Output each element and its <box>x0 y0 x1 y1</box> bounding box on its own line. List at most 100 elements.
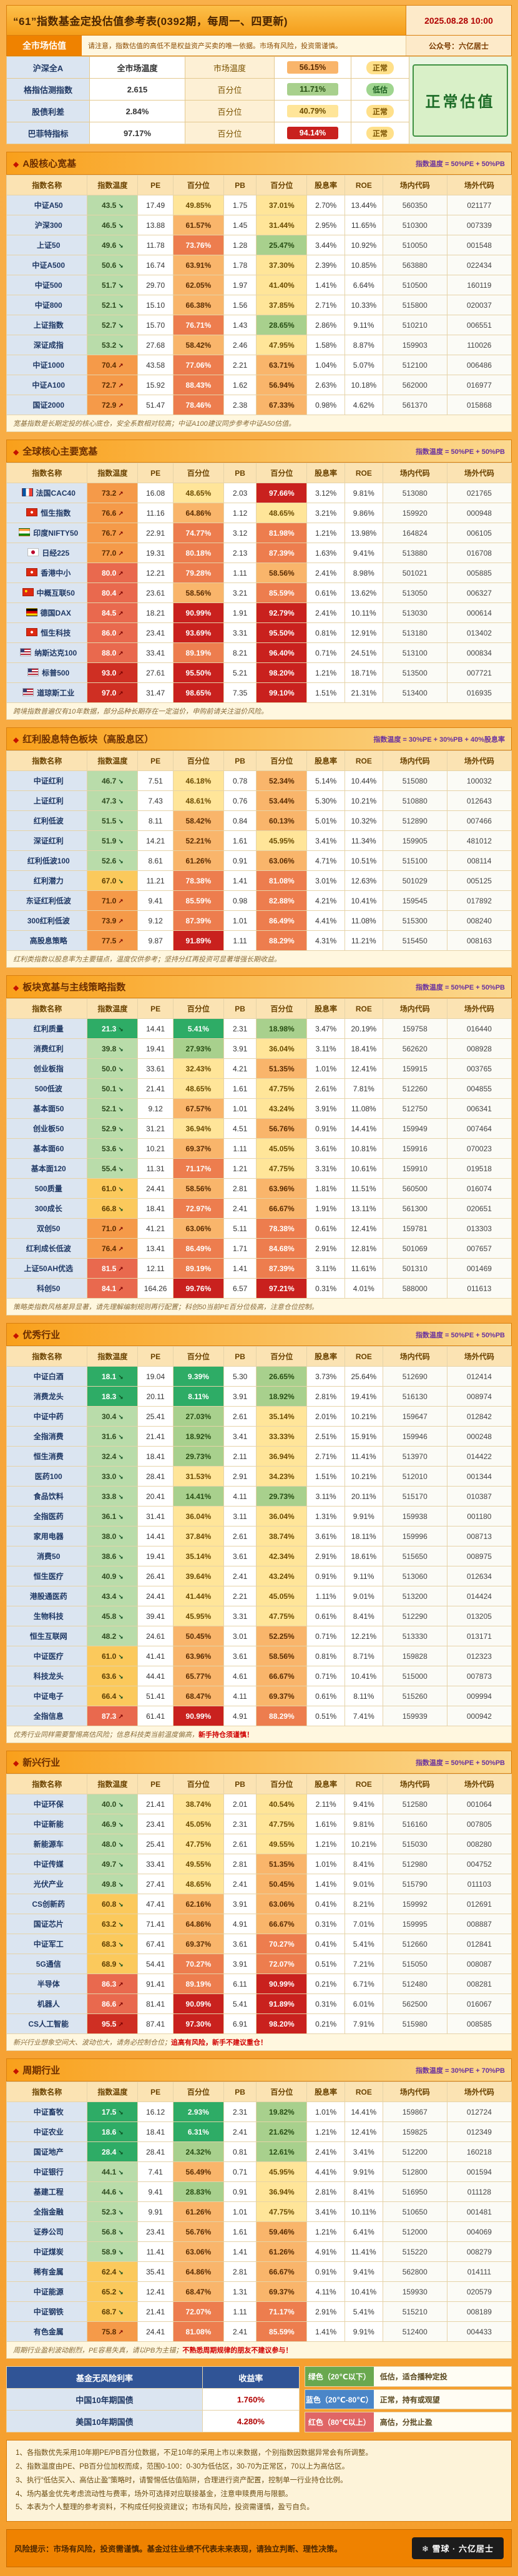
column-header: 场外代码 <box>446 2082 512 2102</box>
index-name: 半导体 <box>6 1974 88 1994</box>
trend-arrow-icon: ↘ <box>118 1613 124 1621</box>
index-name-label: 500低波 <box>34 1084 62 1093</box>
dividend-yield: 2.95% <box>306 215 345 235</box>
otc-code: 014111 <box>446 2261 512 2282</box>
trend-arrow-icon: ↘ <box>118 858 124 865</box>
roe-value: 7.21% <box>344 1954 383 1974</box>
dividend-yield: 2.71% <box>306 295 345 315</box>
temperature-value: 60.8 <box>102 1899 117 1909</box>
trend-arrow-icon: ↗ <box>118 1286 124 1293</box>
pe-value: 27.41 <box>137 1874 173 1894</box>
pe-value: 71.41 <box>137 1914 173 1934</box>
pe-value: 47.41 <box>137 1894 173 1914</box>
index-row: 国证芯片 63.2 ↘ 71.41 64.86% 4.91 66.67% 0.31% 7.01%… <box>6 1914 512 1934</box>
roe-value: 12.41% <box>344 1058 383 1079</box>
pe-percentile: 62.16% <box>172 1894 224 1914</box>
pb-value: 2.41 <box>223 1874 257 1894</box>
roe-value: 9.91% <box>344 1506 383 1526</box>
column-header: 股息率 <box>306 463 345 483</box>
otc-code: 016440 <box>446 1018 512 1039</box>
pb-value: 7.35 <box>223 682 257 703</box>
dividend-yield: 2.39% <box>306 255 345 275</box>
temperature-value: 33.8 <box>102 1492 117 1501</box>
trend-arrow-icon: ↘ <box>118 1673 124 1681</box>
index-name-label: 消费红利 <box>33 1045 64 1053</box>
dividend-yield: 0.31% <box>306 1914 345 1934</box>
index-row: 纳斯达克100 88.0 ↗ 33.41 89.19% 8.21 96.40% 0.71% 24… <box>6 642 512 663</box>
column-header: 股息率 <box>306 175 345 195</box>
exchange-code: 159758 <box>382 1018 447 1039</box>
temperature-value: 66.8 <box>102 1204 117 1213</box>
roe-value: 10.41% <box>344 2281 383 2302</box>
pb-percentile: 63.06% <box>256 1894 308 1914</box>
index-name-label: 科创50 <box>37 1284 61 1293</box>
pe-value: 13.88 <box>137 215 173 235</box>
exchange-code: 515080 <box>382 770 447 791</box>
temperature-cell: 61.0 ↘ <box>87 1178 139 1199</box>
temperature-value: 80.0 <box>102 568 117 578</box>
roe-value: 11.61% <box>344 1258 383 1279</box>
index-row: 生物科技 45.8 ↘ 39.41 45.95% 3.31 47.75% 0.61% 8.41%… <box>6 1606 512 1626</box>
pb-percentile: 31.44% <box>256 215 308 235</box>
column-header: 股息率 <box>306 1346 345 1367</box>
dividend-yield: 2.81% <box>306 1386 345 1407</box>
pb-percentile: 29.73% <box>256 1486 308 1507</box>
exchange-code: 561370 <box>382 395 447 415</box>
pe-value: 28.41 <box>137 1466 173 1487</box>
otc-code: 005885 <box>446 563 512 583</box>
pb-percentile: 70.27% <box>256 1934 308 1954</box>
dividend-yield: 3.11% <box>306 1038 345 1059</box>
index-name: 中证中药 <box>6 1406 88 1427</box>
temperature-value: 71.0 <box>102 1224 117 1233</box>
pb-percentile: 36.04% <box>256 1506 308 1526</box>
pb-value: 1.28 <box>223 235 257 255</box>
pb-value: 5.21 <box>223 662 257 683</box>
temperature-cell: 33.0 ↘ <box>87 1466 139 1487</box>
market-metric-type: 百分位 <box>185 100 275 122</box>
market-metric-value: 2.84% <box>89 100 185 122</box>
index-row: 中证中药 30.4 ↘ 25.41 27.03% 2.61 35.14% 2.01% 10.21… <box>6 1406 512 1427</box>
column-header: 百分位 <box>256 175 308 195</box>
pe-value: 7.41 <box>137 2161 173 2182</box>
pb-percentile: 36.04% <box>256 1038 308 1059</box>
index-name: 中证环保 <box>6 1794 88 1814</box>
pb-value: 3.61 <box>223 1646 257 1666</box>
trend-arrow-icon: ↘ <box>118 1066 124 1073</box>
index-row: 基本面120 55.4 ↘ 11.31 71.17% 1.21 47.75% 3.31% 10.… <box>6 1158 512 1179</box>
temperature-value: 52.6 <box>102 856 117 865</box>
trend-arrow-icon: ↘ <box>118 1126 124 1133</box>
exchange-code: 515980 <box>382 2013 447 2034</box>
index-name-label: 中证A50 <box>34 201 63 210</box>
otc-code: 021765 <box>446 483 512 503</box>
market-metric-value: 97.17% <box>89 122 185 144</box>
market-metric-type: 百分位 <box>185 122 275 144</box>
roe-value: 9.11% <box>344 315 383 335</box>
page-subheader: 全市场估值 请注意，指数估值的高低不是权益资产买卖的唯一依据。市场有风险，投资需… <box>6 36 512 56</box>
index-name: 上证50 <box>6 235 88 255</box>
index-name-label: 恒生指数 <box>41 509 71 518</box>
exchange-code: 513080 <box>382 483 447 503</box>
dividend-yield: 3.21% <box>306 503 345 523</box>
index-name-label: 中证医疗 <box>33 1652 64 1661</box>
index-row: 科创50 84.1 ↗ 164.26 99.76% 6.57 97.21% 0.31% 4.01… <box>6 1278 512 1299</box>
pb-value: 5.30 <box>223 1366 257 1387</box>
roe-value: 13.98% <box>344 523 383 543</box>
temperature-value: 49.8 <box>102 1879 117 1889</box>
otc-code: 003765 <box>446 1058 512 1079</box>
pe-value: 19.41 <box>137 1546 173 1566</box>
temperature-value: 48.0 <box>102 1839 117 1849</box>
column-header: PE <box>137 463 173 483</box>
pb-percentile: 19.82% <box>256 2102 308 2122</box>
temperature-value: 53.2 <box>102 340 117 350</box>
index-name-label: 深证红利 <box>33 837 64 845</box>
index-name-label: 机器人 <box>37 2000 60 2008</box>
index-name-label: 红利质量 <box>33 1025 64 1033</box>
temperature-value: 63.2 <box>102 1919 117 1929</box>
exchange-code: 512260 <box>382 1078 447 1099</box>
index-name-label: 科技龙头 <box>33 1672 64 1681</box>
index-name-label: 标普500 <box>42 669 70 677</box>
index-name-label: 中证红利 <box>33 777 64 785</box>
temperature-value: 71.0 <box>102 896 117 905</box>
roe-value: 12.91% <box>344 622 383 643</box>
temperature-cell: 33.8 ↘ <box>87 1486 139 1507</box>
